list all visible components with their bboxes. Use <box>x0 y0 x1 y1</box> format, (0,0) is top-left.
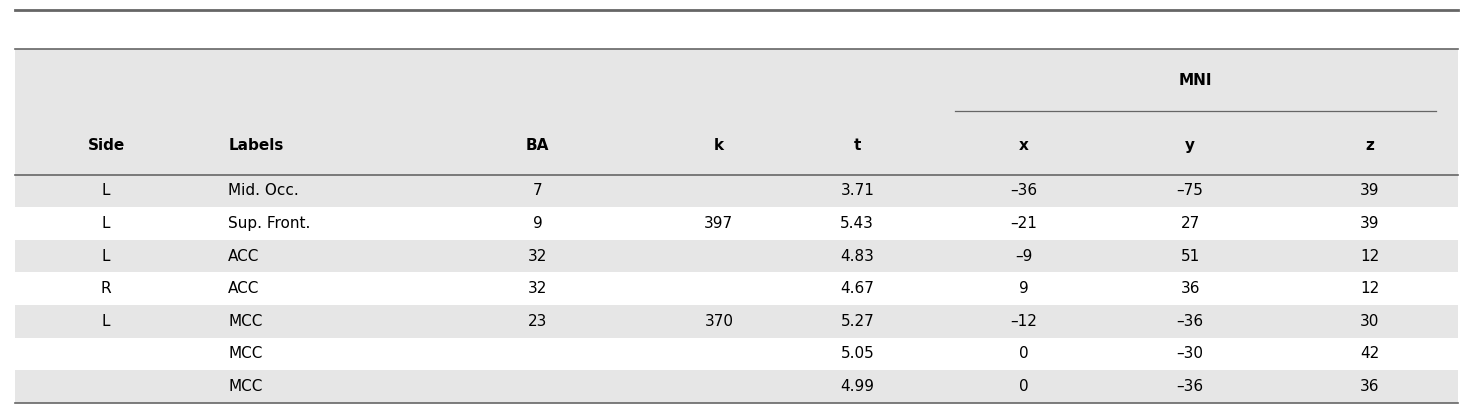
Bar <box>15 49 1458 175</box>
Text: 5.43: 5.43 <box>841 216 873 231</box>
Text: MCC: MCC <box>228 379 262 394</box>
Text: 12: 12 <box>1360 281 1380 296</box>
Text: 4.99: 4.99 <box>840 379 875 394</box>
Text: –21: –21 <box>1010 216 1037 231</box>
Text: 42: 42 <box>1360 346 1380 361</box>
Text: Side: Side <box>87 139 125 153</box>
Text: –12: –12 <box>1010 314 1037 329</box>
Text: z: z <box>1365 139 1374 153</box>
Text: L: L <box>102 216 110 231</box>
Text: 39: 39 <box>1360 216 1380 231</box>
Text: Mid. Occ.: Mid. Occ. <box>228 183 299 199</box>
Text: 9: 9 <box>1019 281 1028 296</box>
Text: R: R <box>100 281 112 296</box>
Text: –9: –9 <box>1015 249 1033 263</box>
Text: x: x <box>1019 139 1028 153</box>
Text: t: t <box>853 139 862 153</box>
Text: ACC: ACC <box>228 249 259 263</box>
Text: y: y <box>1186 139 1195 153</box>
Text: 9: 9 <box>533 216 542 231</box>
Text: 23: 23 <box>527 314 548 329</box>
Text: 0: 0 <box>1019 379 1028 394</box>
Text: –36: –36 <box>1177 314 1203 329</box>
Text: L: L <box>102 249 110 263</box>
Text: 370: 370 <box>704 314 734 329</box>
Text: MCC: MCC <box>228 346 262 361</box>
Text: 32: 32 <box>527 249 548 263</box>
Bar <box>15 370 1458 403</box>
Text: L: L <box>102 314 110 329</box>
Text: 5.27: 5.27 <box>841 314 873 329</box>
Text: 12: 12 <box>1360 249 1380 263</box>
Text: 7: 7 <box>533 183 542 199</box>
Text: 36: 36 <box>1180 281 1200 296</box>
Text: Sup. Front.: Sup. Front. <box>228 216 311 231</box>
Text: 4.83: 4.83 <box>841 249 873 263</box>
Text: 397: 397 <box>704 216 734 231</box>
Text: 39: 39 <box>1360 183 1380 199</box>
Text: 4.67: 4.67 <box>841 281 873 296</box>
Text: 3.71: 3.71 <box>841 183 873 199</box>
Text: 32: 32 <box>527 281 548 296</box>
Text: MCC: MCC <box>228 314 262 329</box>
Text: 27: 27 <box>1180 216 1200 231</box>
Text: ACC: ACC <box>228 281 259 296</box>
Text: –75: –75 <box>1177 183 1203 199</box>
Text: –30: –30 <box>1177 346 1203 361</box>
Text: MNI: MNI <box>1178 73 1212 88</box>
Text: –36: –36 <box>1010 183 1037 199</box>
Text: 30: 30 <box>1360 314 1380 329</box>
Text: BA: BA <box>526 139 549 153</box>
Bar <box>15 175 1458 207</box>
Text: 51: 51 <box>1180 249 1200 263</box>
Bar <box>15 305 1458 337</box>
Text: 36: 36 <box>1360 379 1380 394</box>
Text: –36: –36 <box>1177 379 1203 394</box>
Text: Labels: Labels <box>228 139 284 153</box>
Text: k: k <box>714 139 723 153</box>
Bar <box>15 240 1458 272</box>
Text: 0: 0 <box>1019 346 1028 361</box>
Text: L: L <box>102 183 110 199</box>
Text: 5.05: 5.05 <box>841 346 873 361</box>
